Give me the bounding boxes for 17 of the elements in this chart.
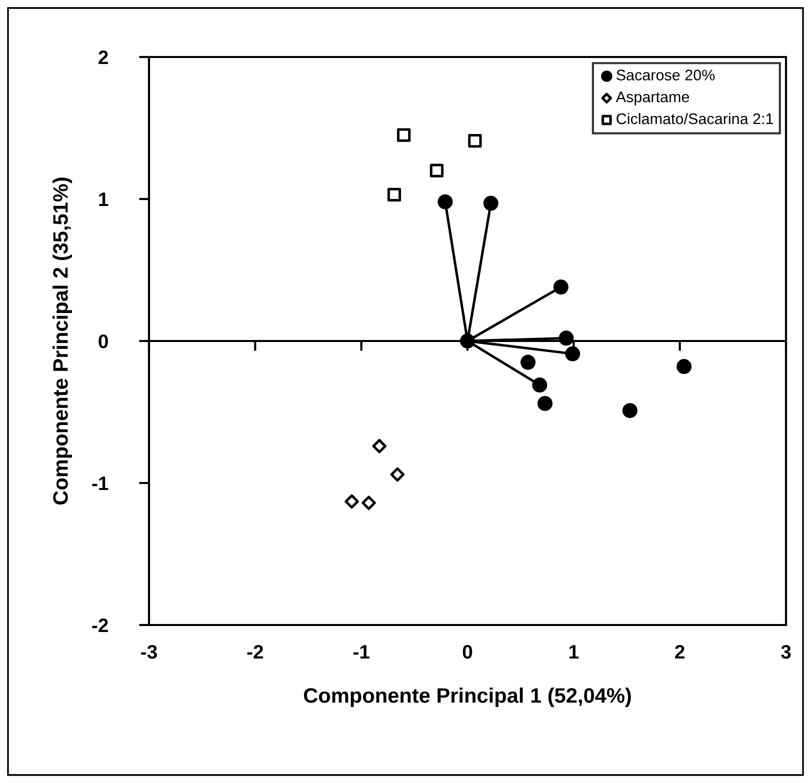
y-tick-label: 2 (98, 50, 108, 64)
x-axis-title: Componente Principal 1 (52,04%) (304, 688, 631, 707)
x-tick-label: 2 (675, 644, 684, 659)
y-tick-label: -1 (92, 476, 108, 490)
x-tick-label: -2 (247, 644, 264, 659)
y-tick-label: 1 (99, 192, 108, 206)
x-tick-label: 3 (781, 644, 791, 659)
x-tick-label: -1 (353, 645, 370, 659)
legend-label: Sacarose 20% (616, 70, 715, 80)
legend-label: Ciclamato/Sacarina 2:1 (616, 112, 774, 124)
x-tick-label: 0 (462, 644, 472, 659)
y-tick-label: -2 (92, 618, 108, 632)
y-axis-title: Componente Principal 2 (35,51%) (52, 178, 72, 505)
y-tick-label: 0 (98, 334, 108, 348)
x-tick-label: -3 (141, 644, 157, 659)
x-tick-label: 1 (569, 645, 579, 659)
legend-label: Aspartame (616, 92, 690, 106)
